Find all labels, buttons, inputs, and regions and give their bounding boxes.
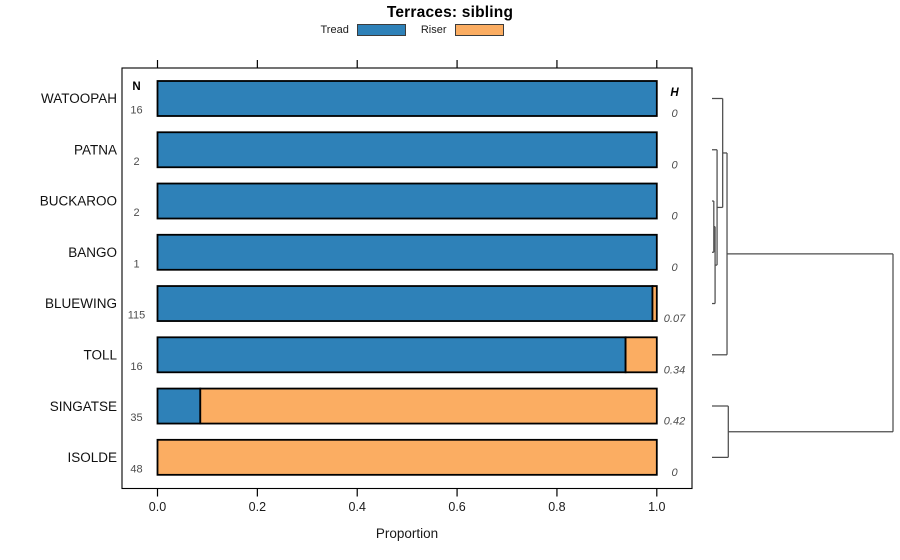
- legend-swatch-tread: [356, 24, 406, 36]
- x-tick-label: 1.0: [648, 500, 665, 514]
- n-value-bluewing: 115: [128, 310, 146, 322]
- n-column-header: N: [132, 81, 140, 93]
- x-tick-label: 0.0: [149, 500, 166, 514]
- n-value-patna: 2: [133, 156, 139, 168]
- category-label-patna: PATNA: [74, 142, 117, 157]
- category-label-watoopah: WATOOPAH: [41, 91, 117, 106]
- x-tick-label: 0.4: [349, 500, 366, 514]
- x-axis-label: Proportion: [376, 526, 438, 541]
- h-value-toll: 0.34: [664, 364, 685, 376]
- h-value-bango: 0: [671, 262, 678, 274]
- legend: Tread Riser: [0, 24, 862, 36]
- legend-label-tread: Tread: [320, 24, 349, 36]
- bar-segment-tread-buckaroo: [156, 182, 658, 220]
- category-label-bango: BANGO: [68, 245, 117, 260]
- h-column-header: H: [670, 87, 679, 99]
- category-label-bluewing: BLUEWING: [45, 296, 117, 311]
- n-value-buckaroo: 2: [133, 207, 139, 219]
- legend-swatch-riser: [454, 24, 504, 36]
- category-label-singatse: SINGATSE: [50, 399, 117, 414]
- h-value-bluewing: 0.07: [664, 313, 686, 325]
- bar-segment-riser-toll: [624, 336, 658, 374]
- x-tick-label: 0.8: [548, 500, 565, 514]
- category-label-buckaroo: BUCKAROO: [40, 194, 117, 209]
- x-tick-label: 0.2: [249, 500, 266, 514]
- bar-segment-tread-singatse: [156, 387, 202, 425]
- bar-segment-tread-toll: [156, 336, 627, 374]
- category-label-isolde: ISOLDE: [67, 450, 117, 465]
- h-value-singatse: 0.42: [664, 416, 685, 428]
- n-value-watoopah: 16: [130, 105, 142, 117]
- n-value-singatse: 35: [130, 412, 142, 424]
- h-value-isolde: 0: [671, 467, 678, 479]
- bar-segment-riser-isolde: [156, 438, 658, 476]
- h-value-buckaroo: 0: [671, 211, 678, 223]
- legend-label-riser: Riser: [420, 24, 447, 36]
- legend-entry-riser: Riser: [421, 24, 504, 36]
- bar-segment-tread-watoopah: [156, 80, 658, 117]
- bar-segment-riser-singatse: [199, 387, 658, 425]
- h-value-watoopah: 0: [671, 108, 678, 120]
- n-value-toll: 16: [130, 361, 142, 373]
- category-label-toll: TOLL: [83, 348, 117, 363]
- h-value-patna: 0: [671, 159, 678, 171]
- bar-segment-riser-bluewing: [651, 285, 658, 322]
- plot-frame: [121, 67, 693, 490]
- bar-segment-tread-bango: [156, 233, 658, 271]
- x-tick-label: 0.6: [448, 500, 465, 514]
- bar-segment-tread-bluewing: [156, 285, 654, 322]
- legend-entry-tread: Tread: [321, 24, 406, 36]
- n-value-bango: 1: [133, 258, 139, 270]
- bar-segment-tread-patna: [156, 131, 658, 169]
- chart-title: Terraces: sibling: [386, 4, 514, 21]
- n-value-isolde: 48: [130, 463, 142, 475]
